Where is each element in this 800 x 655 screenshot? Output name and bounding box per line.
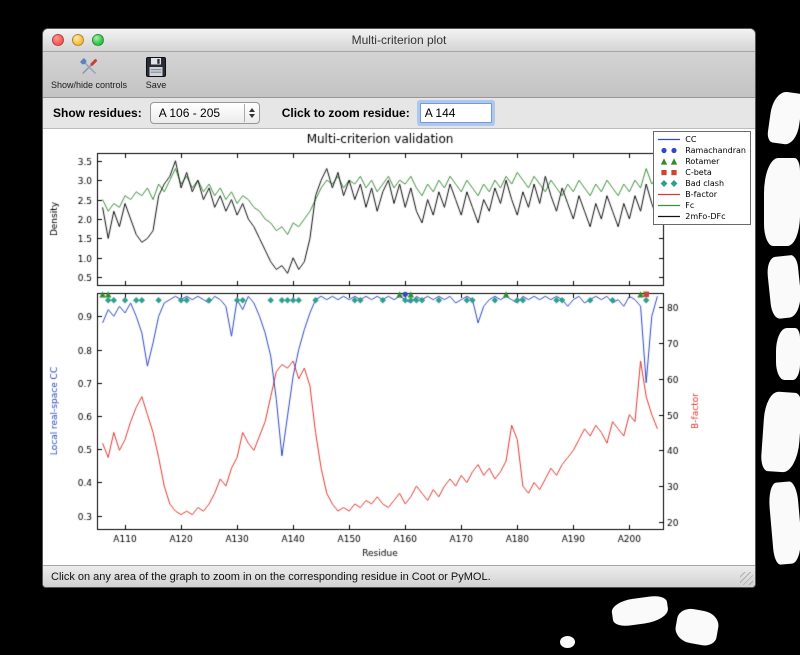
save-button[interactable]: Save <box>143 54 169 91</box>
stepper-arrows-icon <box>243 104 259 122</box>
chart-legend: CC Ramachandran Rotamer C-beta Bad clash B-fa… <box>653 131 751 225</box>
show-hide-controls-button[interactable]: Show/hide controls <box>51 54 127 91</box>
status-text: Click on any area of the graph to zoom i… <box>51 570 491 583</box>
show-residues-label: Show residues: <box>53 106 142 120</box>
artifact-blob <box>673 606 721 648</box>
legend-item: B-factor <box>657 189 746 200</box>
save-label: Save <box>145 80 167 90</box>
tools-icon <box>76 54 102 80</box>
plot-area[interactable]: CC Ramachandran Rotamer C-beta Bad clash B-fa… <box>43 129 755 565</box>
legend-item: CC <box>657 134 746 145</box>
legend-label: CC <box>685 135 697 144</box>
artifact-blob <box>767 480 800 566</box>
legend-label: Bad clash <box>685 179 725 188</box>
legend-label: Fc <box>685 201 695 210</box>
circle-swatch-icon <box>657 142 681 160</box>
triangle-swatch-icon <box>657 153 681 171</box>
legend-item: Ramachandran <box>657 145 746 156</box>
residue-range-value: A 106 - 205 <box>158 106 221 120</box>
artifact-blob <box>560 636 575 648</box>
zoom-residue-label: Click to zoom residue: <box>281 106 410 120</box>
legend-item: Bad clash <box>657 178 746 189</box>
close-button[interactable] <box>52 34 64 46</box>
line-swatch-icon <box>657 186 681 204</box>
legend-label: B-factor <box>685 190 718 199</box>
artifact-blob <box>766 90 800 146</box>
legend-item: 2mFo-DFc <box>657 211 746 222</box>
minimize-button[interactable] <box>72 34 84 46</box>
artifact-blob <box>776 328 800 380</box>
controls-row: Show residues: A 106 - 205 Click to zoom… <box>43 98 755 129</box>
legend-item: C-beta <box>657 167 746 178</box>
legend-label: C-beta <box>685 168 712 177</box>
artifact-blob <box>760 390 800 474</box>
legend-label: Ramachandran <box>685 146 746 155</box>
titlebar[interactable]: Multi-criterion plot <box>43 29 755 52</box>
zoom-residue-input[interactable] <box>419 103 492 123</box>
residue-range-select[interactable]: A 106 - 205 <box>149 102 260 124</box>
legend-item: Rotamer <box>657 156 746 167</box>
artifact-blob <box>610 594 670 628</box>
square-swatch-icon <box>657 164 681 182</box>
line-swatch-icon <box>657 208 681 226</box>
artifact-blob <box>764 158 800 246</box>
line-swatch-icon <box>657 131 681 149</box>
save-icon <box>143 54 169 80</box>
app-window: Multi-criterion plot Show/hide controls <box>42 28 756 588</box>
artifact-blob <box>765 254 800 320</box>
resize-grip[interactable] <box>740 572 753 585</box>
line-swatch-icon <box>657 197 681 215</box>
statusbar: Click on any area of the graph to zoom i… <box>43 565 755 587</box>
toolbar: Show/hide controls Save <box>43 52 755 98</box>
show-hide-controls-label: Show/hide controls <box>51 80 128 90</box>
diamond-swatch-icon <box>657 175 681 193</box>
traffic-lights <box>52 34 104 46</box>
legend-label: 2mFo-DFc <box>685 212 726 221</box>
zoom-button[interactable] <box>92 34 104 46</box>
legend-label: Rotamer <box>685 157 720 166</box>
multi-criterion-chart[interactable] <box>43 129 755 565</box>
legend-item: Fc <box>657 200 746 211</box>
window-title: Multi-criterion plot <box>351 33 447 47</box>
